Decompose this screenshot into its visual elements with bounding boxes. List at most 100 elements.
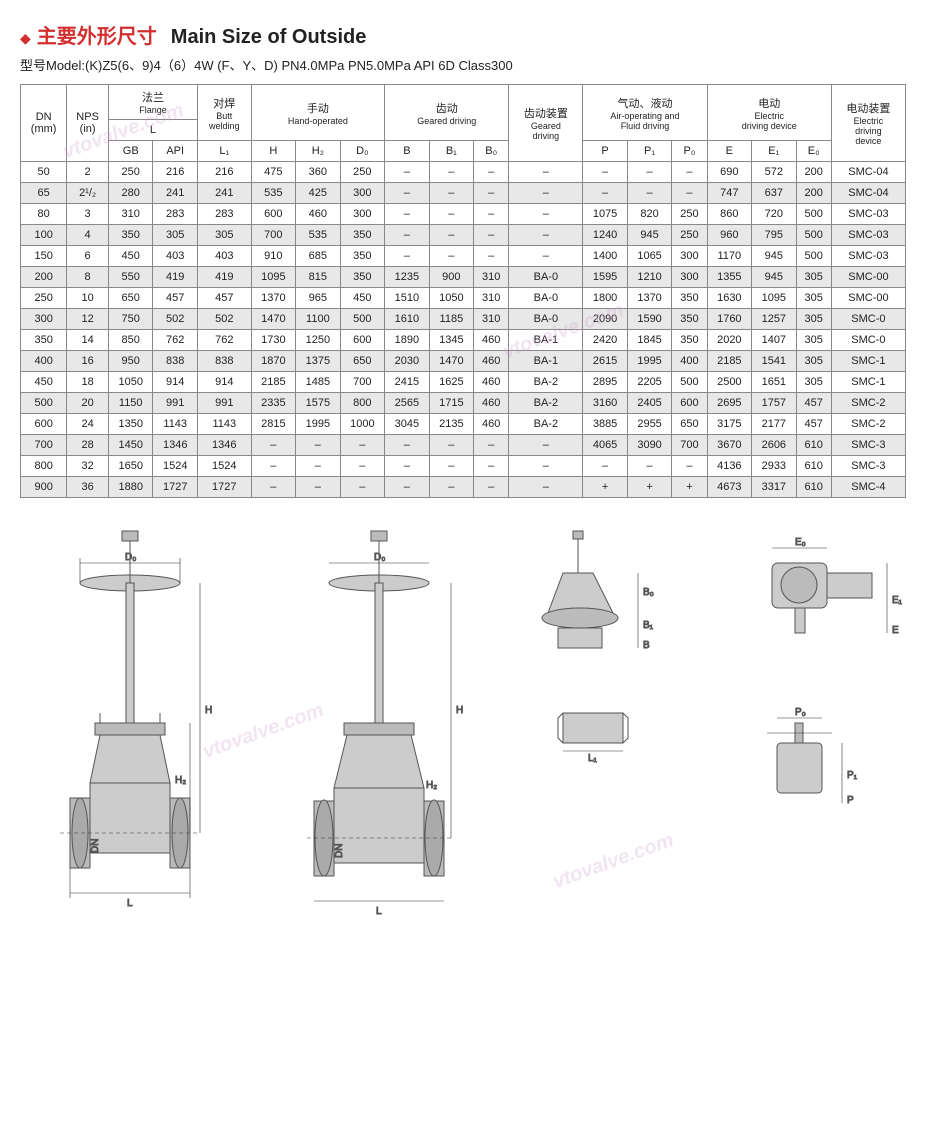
cell-p0: 700 — [672, 435, 707, 456]
cell-e1: 945 — [752, 267, 797, 288]
cell-h: 1870 — [251, 351, 296, 372]
cell-p: 3160 — [583, 393, 628, 414]
cell-gd: – — [509, 477, 583, 498]
cell-e: 3175 — [707, 414, 752, 435]
cell-gd: BA-1 — [509, 351, 583, 372]
cell-p0: 350 — [672, 309, 707, 330]
cell-b: – — [385, 162, 430, 183]
cell-nps: 4 — [67, 225, 109, 246]
cell-e0: 500 — [796, 204, 831, 225]
cell-b1: – — [429, 246, 474, 267]
cell-d0: 300 — [340, 204, 385, 225]
cell-e: 2185 — [707, 351, 752, 372]
cell-d0: 700 — [340, 372, 385, 393]
cell-api: 241 — [153, 183, 198, 204]
cell-d0: 300 — [340, 183, 385, 204]
cell-e0: 305 — [796, 309, 831, 330]
cell-p0: 400 — [672, 351, 707, 372]
cell-b0: – — [474, 435, 509, 456]
svg-text:L: L — [376, 906, 382, 917]
cell-p1: 1590 — [627, 309, 672, 330]
cell-p1: + — [627, 477, 672, 498]
cell-nps: 10 — [67, 288, 109, 309]
cell-api: 1727 — [153, 477, 198, 498]
cell-h2: – — [296, 435, 341, 456]
cell-b1: – — [429, 204, 474, 225]
cell-e: 747 — [707, 183, 752, 204]
cell-api: 502 — [153, 309, 198, 330]
cell-gd: – — [509, 204, 583, 225]
table-row: 803310283283600460300––––107582025086072… — [21, 204, 906, 225]
cell-nps: 18 — [67, 372, 109, 393]
cell-h2: 1995 — [296, 414, 341, 435]
cell-ed: SMC-0 — [831, 330, 905, 351]
hdr-p: P — [583, 141, 628, 162]
cell-d0: 350 — [340, 267, 385, 288]
cell-ed: SMC-03 — [831, 225, 905, 246]
cell-nps: 6 — [67, 246, 109, 267]
cell-h2: – — [296, 477, 341, 498]
table-row: 5002011509919912335157580025651715460BA-… — [21, 393, 906, 414]
cell-h: 1095 — [251, 267, 296, 288]
table-row: 502250216216475360250–––––––690572200SMC… — [21, 162, 906, 183]
cell-h2: 1250 — [296, 330, 341, 351]
cell-p0: 300 — [672, 246, 707, 267]
cell-p: 1400 — [583, 246, 628, 267]
cell-d0: 1000 — [340, 414, 385, 435]
cell-gd: BA-0 — [509, 309, 583, 330]
cell-b1: 2135 — [429, 414, 474, 435]
cell-nps: 2 — [67, 162, 109, 183]
cell-p1: – — [627, 183, 672, 204]
cell-p: + — [583, 477, 628, 498]
cell-gd: BA-0 — [509, 267, 583, 288]
cell-e: 1630 — [707, 288, 752, 309]
cell-ed: SMC-2 — [831, 393, 905, 414]
cell-e0: 200 — [796, 162, 831, 183]
cell-d0: 600 — [340, 330, 385, 351]
hdr-b1: B₁ — [429, 141, 474, 162]
cell-d0: 800 — [340, 393, 385, 414]
cell-p0: 300 — [672, 267, 707, 288]
hdr-p0: P₀ — [672, 141, 707, 162]
cell-b0: 460 — [474, 393, 509, 414]
cell-h: 1370 — [251, 288, 296, 309]
cell-h2: 460 — [296, 204, 341, 225]
svg-text:DN: DN — [334, 844, 345, 858]
cell-l1: 991 — [197, 393, 251, 414]
cell-api: 1346 — [153, 435, 198, 456]
cell-b1: – — [429, 435, 474, 456]
cell-e1: 1095 — [752, 288, 797, 309]
cell-nps: 24 — [67, 414, 109, 435]
cell-b1: 1345 — [429, 330, 474, 351]
cell-d0: 650 — [340, 351, 385, 372]
cell-l1: 216 — [197, 162, 251, 183]
cell-nps: 12 — [67, 309, 109, 330]
cell-ed: SMC-04 — [831, 162, 905, 183]
cell-e: 2500 — [707, 372, 752, 393]
cell-e1: 572 — [752, 162, 797, 183]
cell-p1: – — [627, 162, 672, 183]
cell-d0: – — [340, 456, 385, 477]
cell-nps: 28 — [67, 435, 109, 456]
cell-h: 600 — [251, 204, 296, 225]
cell-e1: 2933 — [752, 456, 797, 477]
cell-api: 305 — [153, 225, 198, 246]
cell-dn: 350 — [21, 330, 67, 351]
cell-b0: – — [474, 477, 509, 498]
hdr-gb: GB — [108, 141, 153, 162]
cell-gb: 1450 — [108, 435, 153, 456]
cell-h2: – — [296, 456, 341, 477]
cell-p1: 1370 — [627, 288, 672, 309]
hdr-d0: D₀ — [340, 141, 385, 162]
cell-b0: – — [474, 225, 509, 246]
cell-gb: 250 — [108, 162, 153, 183]
cell-dn: 450 — [21, 372, 67, 393]
table-row: 1506450403403910685350––––14001065300117… — [21, 246, 906, 267]
title-cn: 主要外形尺寸 — [37, 20, 157, 49]
cell-e: 960 — [707, 225, 752, 246]
table-row: 652¹/₂280241241535425300–––––––747637200… — [21, 183, 906, 204]
cell-gb: 1050 — [108, 372, 153, 393]
svg-text:E₁: E₁ — [892, 595, 903, 606]
cell-b0: 310 — [474, 309, 509, 330]
cell-gd: BA-0 — [509, 288, 583, 309]
